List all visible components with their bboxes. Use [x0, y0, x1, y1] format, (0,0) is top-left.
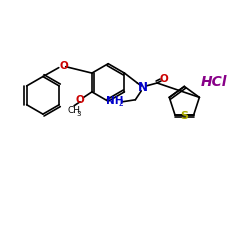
- Text: 3: 3: [77, 111, 81, 117]
- Text: O: O: [76, 95, 84, 105]
- Text: CH: CH: [68, 106, 80, 115]
- Text: S: S: [180, 111, 188, 121]
- Text: 2: 2: [118, 99, 123, 108]
- Text: NH: NH: [106, 96, 123, 106]
- Text: O: O: [59, 61, 68, 71]
- Text: O: O: [160, 74, 168, 84]
- Text: HCl: HCl: [201, 76, 227, 90]
- Text: N: N: [138, 82, 148, 94]
